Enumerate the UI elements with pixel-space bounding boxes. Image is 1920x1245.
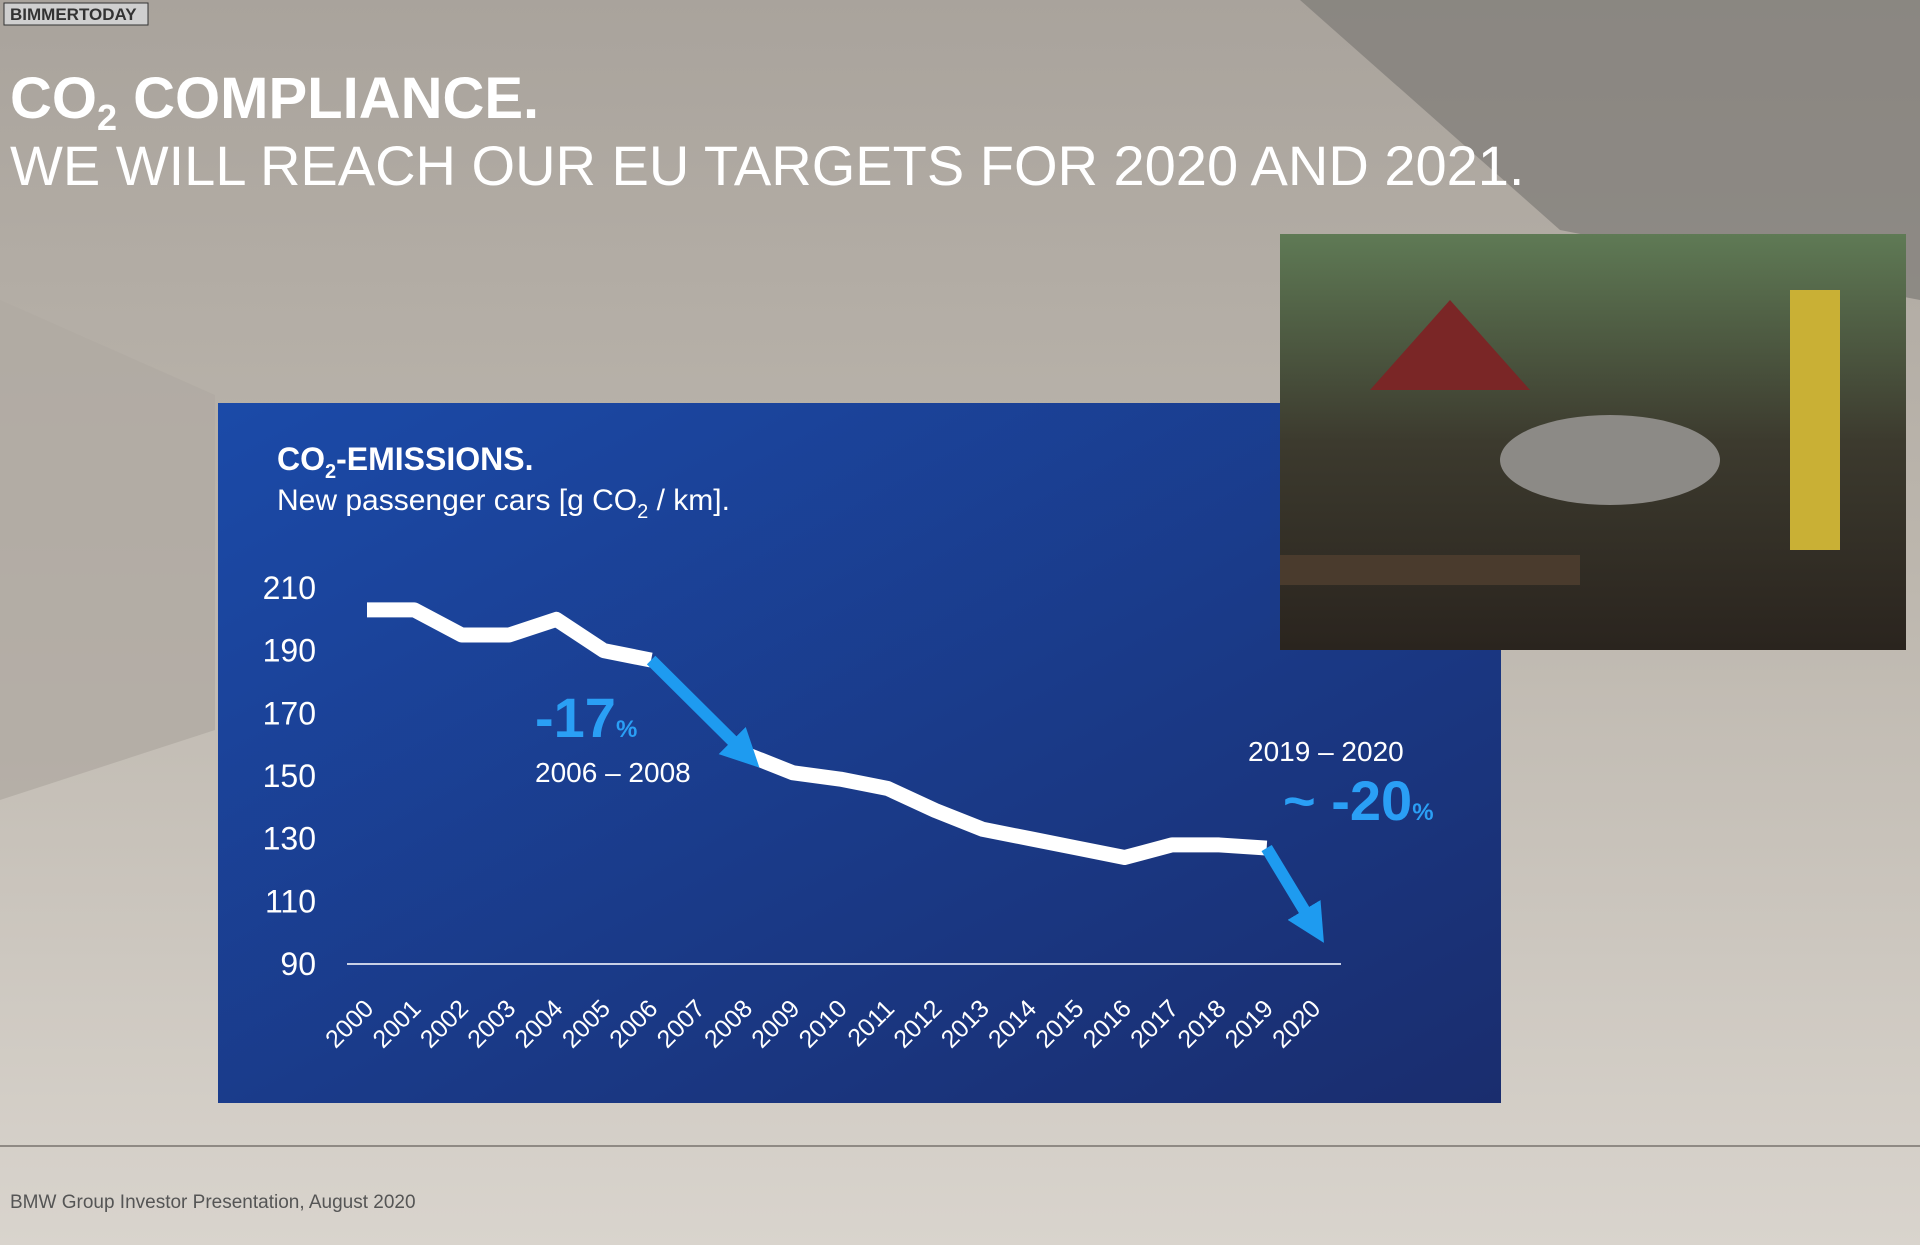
title-part: CO (277, 441, 325, 477)
title-subscript: 2 (325, 461, 336, 483)
y-tick-label: 110 (265, 883, 316, 919)
photo-car (1500, 415, 1720, 505)
chart-subtitle: New passenger cars [g CO2 / km]. (277, 484, 730, 523)
trend-arrow (646, 655, 760, 768)
y-tick-label: 130 (263, 821, 316, 857)
photo (1280, 234, 1906, 650)
annotation: -17% (535, 686, 637, 749)
annotation-value: ~ -20 (1283, 769, 1412, 832)
annotation: ~ -20% (1283, 769, 1434, 832)
wall-left (0, 300, 215, 800)
slide-subtitle: WE WILL REACH OUR EU TARGETS FOR 2020 AN… (10, 134, 1525, 197)
subtitle-subscript: 2 (637, 501, 648, 523)
watermark-box (3, 2, 149, 26)
subtitle-part: New passenger cars [g CO (277, 484, 637, 517)
chart-title: CO2-EMISSIONS. (277, 441, 533, 483)
annotation-unit: % (616, 716, 637, 743)
slide-title: CO2 COMPLIANCE. (10, 66, 539, 138)
annotation-period: 2006 – 2008 (535, 757, 691, 788)
line (367, 602, 653, 668)
annotation-period: 2019 – 2020 (1248, 736, 1404, 767)
y-tick-label: 90 (280, 946, 316, 982)
photo-house (1370, 300, 1530, 390)
photo-log (1280, 555, 1580, 585)
line (743, 747, 1268, 865)
trend-arrow (1261, 844, 1324, 943)
title-part: COMPLIANCE. (117, 66, 539, 131)
title-part: -EMISSIONS. (336, 441, 533, 477)
y-tick-label: 170 (263, 695, 316, 731)
title-part: CO (10, 66, 97, 131)
title-subscript: 2 (97, 97, 117, 138)
y-tick-label: 190 (263, 633, 316, 669)
annotation-unit: % (1412, 799, 1433, 826)
wall-shade (1300, 0, 1920, 300)
annotation-value: -17 (535, 686, 616, 749)
y-tick-label: 210 (263, 570, 316, 606)
photo-person (1790, 290, 1840, 550)
watermark: BIMMERTODAY (10, 5, 137, 24)
footer: BMW Group Investor Presentation, August … (10, 1192, 416, 1213)
subtitle-part: / km]. (648, 484, 730, 517)
y-tick-label: 150 (263, 758, 316, 794)
